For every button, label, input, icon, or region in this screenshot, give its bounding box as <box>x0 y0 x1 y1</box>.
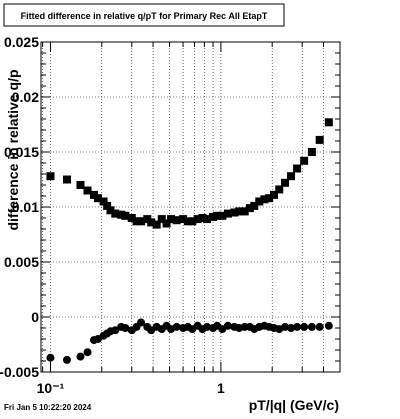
x-tick-label: 10⁻¹ <box>37 380 65 396</box>
timestamp-footer: Fri Jan 5 10:22:20 2024 <box>4 403 92 412</box>
data-point-square <box>183 217 192 226</box>
data-point-square <box>137 217 146 226</box>
y-tick-label: -0.005 <box>0 364 39 380</box>
data-point-circle <box>203 322 212 331</box>
data-point-square <box>260 195 269 204</box>
data-point-square <box>121 211 130 220</box>
y-tick-label: 0.025 <box>4 34 39 50</box>
data-point-square <box>157 215 166 224</box>
data-point-square <box>46 172 55 181</box>
data-point-square <box>240 207 249 216</box>
data-point-square <box>193 215 202 224</box>
plot-frame <box>40 41 341 373</box>
data-point-circle <box>315 322 324 331</box>
data-point-square <box>324 118 333 127</box>
data-point-circle <box>300 322 309 331</box>
data-point-square <box>106 206 115 215</box>
data-point-circle <box>293 322 302 331</box>
data-point-square <box>93 194 102 203</box>
data-point-square <box>235 207 244 216</box>
data-point-square <box>172 216 181 225</box>
data-point-square <box>223 209 232 218</box>
data-point-circle <box>62 355 71 364</box>
data-point-square <box>62 175 71 184</box>
data-point-square <box>315 135 324 144</box>
data-point-circle <box>121 324 130 332</box>
data-point-square <box>209 212 218 221</box>
data-point-square <box>245 204 254 213</box>
data-point-square <box>250 201 259 210</box>
title-box <box>3 3 285 27</box>
y-tick-label: 0.015 <box>4 144 39 160</box>
data-point-square <box>300 156 309 165</box>
data-point-circle <box>111 326 120 335</box>
data-point-circle <box>324 321 333 330</box>
data-point-square <box>255 197 264 206</box>
data-point-square <box>111 209 120 218</box>
data-point-square <box>152 220 161 229</box>
data-point-circle <box>137 318 146 327</box>
data-point-square <box>230 208 239 217</box>
data-point-square <box>179 215 188 224</box>
data-point-circle <box>83 348 92 357</box>
data-point-square <box>132 217 141 226</box>
data-point-circle <box>46 353 55 362</box>
data-point-square <box>99 197 108 206</box>
data-point-square <box>281 178 290 187</box>
x-axis-label: pT/|q| (GeV/c) <box>249 397 339 413</box>
data-point-square <box>213 211 222 220</box>
data-point-square <box>270 190 279 199</box>
data-point-square <box>265 194 274 203</box>
y-axis-label: difference in relative q/p <box>5 69 21 230</box>
data-point-circle <box>307 322 316 331</box>
chart-title: Fitted difference in relative q/pT for P… <box>21 11 268 21</box>
data-point-square <box>89 190 98 199</box>
data-point-square <box>307 148 316 156</box>
data-point-square <box>287 172 296 181</box>
data-point-square <box>147 218 156 227</box>
data-point-square <box>83 186 92 195</box>
data-point-circle <box>76 352 85 361</box>
data-point-square <box>275 185 284 194</box>
data-point-circle <box>281 322 290 331</box>
data-point-square <box>188 217 197 226</box>
data-point-square <box>203 215 212 224</box>
data-point-square <box>103 201 112 210</box>
data-point-square <box>167 215 176 224</box>
data-point-circle <box>172 322 181 331</box>
y-tick-label: 0.01 <box>12 199 39 215</box>
data-point-square <box>76 181 85 189</box>
data-point-circle <box>287 324 296 332</box>
data-point-square <box>218 211 227 220</box>
data-point-circle <box>223 321 232 330</box>
data-point-square <box>127 214 136 222</box>
data-point-square <box>162 219 171 228</box>
y-tick-label: 0.005 <box>4 254 39 270</box>
data-point-square <box>293 164 302 173</box>
data-point-square <box>198 214 207 222</box>
data-point-square <box>117 210 126 219</box>
y-tick-label: 0.02 <box>12 89 39 105</box>
x-tick-label: 1 <box>217 380 225 396</box>
y-tick-label: 0 <box>31 309 39 325</box>
